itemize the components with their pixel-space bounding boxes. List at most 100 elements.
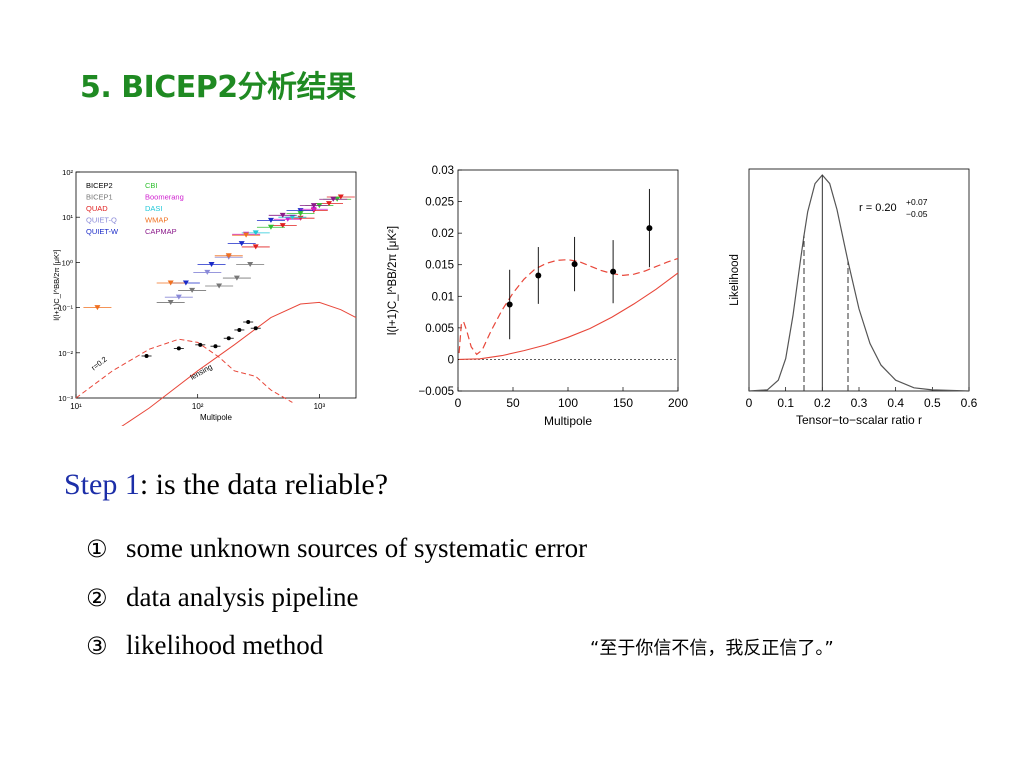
r-upper-error: +0.07 [906, 197, 928, 207]
y-axis-label: Likelihood [729, 254, 741, 306]
data-point [198, 342, 203, 347]
data-point [243, 232, 250, 238]
data-point [182, 280, 189, 286]
quote-text: “至于你信不信，我反正信了。” [590, 638, 834, 659]
r-lower-error: −0.05 [906, 209, 928, 219]
x-tick-label: 0 [455, 396, 462, 410]
data-point [189, 287, 196, 293]
data-point [337, 194, 344, 200]
bullet-item: ① some unknown sources of systematic erro… [86, 533, 587, 564]
data-point [94, 305, 101, 311]
data-point [646, 225, 653, 232]
data-point [208, 261, 215, 267]
data-point [237, 327, 242, 332]
data-point [176, 346, 181, 351]
likelihood-curve [748, 174, 970, 392]
y-tick-label: −0.005 [419, 386, 455, 398]
x-tick-label: 0.1 [777, 396, 794, 410]
y-tick-label: 10⁻² [58, 349, 73, 358]
bullet-text: likelihood method [126, 630, 324, 660]
slide-title: 5. BICEP2分析结果 [80, 70, 356, 105]
data-point [247, 261, 254, 267]
x-tick-label: 100 [558, 396, 578, 410]
x-tick-label: 0.3 [851, 396, 868, 410]
y-tick-label: 10⁰ [62, 258, 73, 267]
data-point [175, 294, 182, 300]
bb-spectrum-log-chart: 10¹ 10² 10³ 10⁻³ 10⁻² 10⁻¹ 10⁰ 10¹ 10² Multipole l… [52, 158, 364, 458]
data-point [246, 320, 251, 325]
plot-frame [457, 169, 679, 392]
r02-model-curve [75, 338, 293, 403]
data-point [167, 299, 174, 305]
x-tick-label: 200 [668, 396, 688, 410]
y-tick-label: 0.02 [432, 228, 454, 240]
x-tick-label: 10¹ [70, 402, 82, 411]
data-point [310, 206, 317, 212]
y-tick-label: 10² [62, 168, 73, 177]
likelihood-chart: 0 0.1 0.2 0.3 0.4 0.5 0.6 Tensor−to−scalar rati… [720, 165, 990, 435]
y-tick-label: 0.025 [425, 197, 454, 209]
step-heading: Step 1: is the data reliable? [64, 468, 388, 502]
data-point [225, 253, 232, 259]
data-point [279, 223, 286, 229]
legend-entry: QUAD [86, 204, 108, 213]
x-tick-label: 0.2 [814, 396, 831, 410]
bullet-item: ② data analysis pipeline [86, 582, 358, 613]
bullet-text: data analysis pipeline [126, 582, 359, 612]
plot-frame [75, 171, 357, 399]
x-tick-label: 50 [506, 396, 520, 410]
y-tick-label: 0.015 [425, 260, 454, 272]
data-point [267, 217, 274, 223]
bullet-number: ③ [86, 632, 108, 660]
bullet-number: ② [86, 584, 108, 612]
lensing-curve [459, 272, 679, 360]
legend-entry: CAPMAP [145, 227, 177, 236]
y-tick-label: 10¹ [62, 213, 73, 222]
x-axis-label: Tensor−to−scalar ratio r [796, 413, 922, 427]
data-point [289, 214, 296, 220]
data-point [310, 203, 317, 209]
legend-entry: QUIET-W [86, 227, 119, 236]
legend-entry: WMAP [145, 216, 168, 225]
data-point [610, 268, 617, 275]
y-axis-label: l(l+1)C_l^BB/2π [μK²] [52, 249, 61, 320]
step-question: : is the data reliable? [139, 468, 389, 501]
data-point [297, 211, 304, 217]
lensing-curve [75, 301, 357, 458]
x-axis-label: Multipole [544, 414, 592, 428]
x-tick-label: 150 [613, 396, 633, 410]
y-tick-label: 0.005 [425, 323, 454, 335]
data-point [226, 336, 231, 341]
model-total-curve [458, 257, 679, 356]
legend-entry: DASI [145, 204, 163, 213]
data-point [252, 230, 259, 236]
data-point [571, 261, 578, 268]
r-annotation: r=0.2 [89, 355, 108, 373]
data-point [279, 212, 286, 218]
data-point [233, 275, 240, 281]
y-tick-label: 0.03 [432, 165, 454, 177]
data-point [267, 224, 274, 230]
data-point [535, 272, 542, 279]
data-point [284, 216, 291, 222]
x-axis-label: Multipole [200, 413, 233, 422]
bullet-number: ① [86, 535, 108, 563]
bullet-item: ③ likelihood method [86, 630, 323, 661]
data-point [326, 201, 333, 207]
legend-entry: BICEP2 [86, 181, 113, 190]
data-point [253, 326, 258, 331]
data-point [213, 344, 218, 349]
x-tick-label: 10² [192, 402, 204, 411]
legend-entry: QUIET-Q [86, 216, 117, 225]
data-point [252, 244, 259, 250]
x-tick-label: 0.6 [961, 396, 978, 410]
data-point [330, 196, 337, 202]
bb-spectrum-linear-chart: 0 50 100 150 200 −0.005 0 0.005 0.01 0.015 0.02 0.0… [380, 158, 698, 436]
lensing-annotation: lensing [189, 362, 214, 382]
y-axis-label: l(l+1)C_l^BB/2π [μK²] [387, 226, 399, 335]
y-tick-label: 10⁻¹ [58, 304, 73, 313]
data-point [204, 269, 211, 275]
legend-entry: CBI [145, 181, 158, 190]
legend-entry: BICEP1 [86, 193, 113, 202]
step-label: Step 1 [64, 468, 140, 501]
